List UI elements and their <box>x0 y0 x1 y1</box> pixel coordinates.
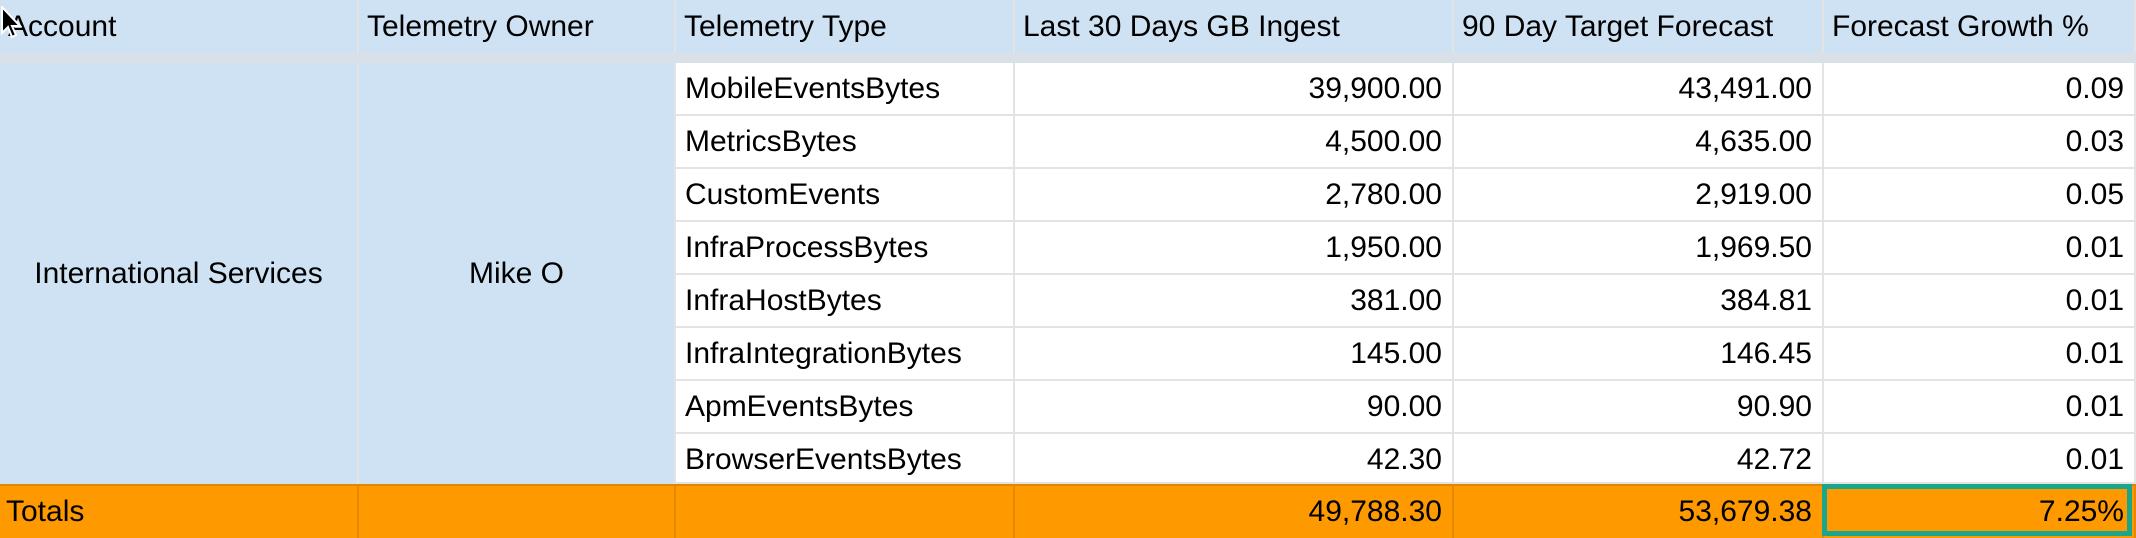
cell-growth[interactable]: 0.01 <box>1824 328 2136 381</box>
account-value: International Services <box>34 256 323 290</box>
header-forecast-growth[interactable]: Forecast Growth % <box>1824 0 2136 53</box>
cell-forecast[interactable]: 2,919.00 <box>1454 169 1824 222</box>
cell-telemetry-type[interactable]: BrowserEventsBytes <box>676 434 1015 484</box>
cell-ingest[interactable]: 39,900.00 <box>1015 63 1454 116</box>
header-telemetry-owner[interactable]: Telemetry Owner <box>359 0 676 53</box>
cell-telemetry-type[interactable]: MetricsBytes <box>676 116 1015 169</box>
cell-telemetry-type[interactable]: InfraHostBytes <box>676 275 1015 328</box>
cell-telemetry-type[interactable]: InfraProcessBytes <box>676 222 1015 275</box>
header-separator <box>0 53 2136 63</box>
cell-ingest[interactable]: 90.00 <box>1015 381 1454 434</box>
totals-label[interactable]: Totals <box>0 486 359 538</box>
cell-ingest[interactable]: 42.30 <box>1015 434 1454 484</box>
cell-growth[interactable]: 0.01 <box>1824 222 2136 275</box>
cell-ingest[interactable]: 4,500.00 <box>1015 116 1454 169</box>
totals-ingest[interactable]: 49,788.30 <box>1015 486 1454 538</box>
cell-growth[interactable]: 0.01 <box>1824 434 2136 484</box>
selected-cell-outline <box>1822 484 2132 536</box>
cell-growth[interactable]: 0.01 <box>1824 275 2136 328</box>
totals-row: Totals 49,788.30 53,679.38 7.25% <box>0 484 2136 538</box>
header-telemetry-type[interactable]: Telemetry Type <box>676 0 1015 53</box>
header-90-day-forecast[interactable]: 90 Day Target Forecast <box>1454 0 1824 53</box>
mouse-cursor-icon <box>1 6 22 39</box>
owner-value: Mike O <box>468 256 564 290</box>
cell-forecast[interactable]: 42.72 <box>1454 434 1824 484</box>
totals-growth[interactable]: 7.25% <box>1824 486 2136 538</box>
cell-telemetry-type[interactable]: InfraIntegrationBytes <box>676 328 1015 381</box>
cell-growth[interactable]: 0.05 <box>1824 169 2136 222</box>
cell-forecast[interactable]: 146.45 <box>1454 328 1824 381</box>
cell-ingest[interactable]: 381.00 <box>1015 275 1454 328</box>
totals-type-empty[interactable] <box>676 486 1015 538</box>
table-row: InfraHostBytes 381.00 384.81 0.01 <box>676 275 2136 328</box>
cell-forecast[interactable]: 1,969.50 <box>1454 222 1824 275</box>
cell-telemetry-type[interactable]: MobileEventsBytes <box>676 63 1015 116</box>
cell-forecast[interactable]: 43,491.00 <box>1454 63 1824 116</box>
cell-owner-merged[interactable]: Mike O <box>359 63 676 484</box>
cell-forecast[interactable]: 384.81 <box>1454 275 1824 328</box>
table-row: MetricsBytes 4,500.00 4,635.00 0.03 <box>676 116 2136 169</box>
header-last-30-days-ingest[interactable]: Last 30 Days GB Ingest <box>1015 0 1454 53</box>
cell-ingest[interactable]: 2,780.00 <box>1015 169 1454 222</box>
cell-telemetry-type[interactable]: CustomEvents <box>676 169 1015 222</box>
totals-forecast[interactable]: 53,679.38 <box>1454 486 1824 538</box>
totals-owner-empty[interactable] <box>359 486 676 538</box>
cell-ingest[interactable]: 1,950.00 <box>1015 222 1454 275</box>
cell-growth[interactable]: 0.01 <box>1824 381 2136 434</box>
cell-telemetry-type[interactable]: ApmEventsBytes <box>676 381 1015 434</box>
table-row: BrowserEventsBytes 42.30 42.72 0.01 <box>676 434 2136 484</box>
cell-forecast[interactable]: 4,635.00 <box>1454 116 1824 169</box>
table-row: InfraProcessBytes 1,950.00 1,969.50 0.01 <box>676 222 2136 275</box>
cell-growth[interactable]: 0.03 <box>1824 116 2136 169</box>
header-account[interactable]: Account <box>0 0 359 53</box>
table-row: CustomEvents 2,780.00 2,919.00 0.05 <box>676 169 2136 222</box>
table-row: InfraIntegrationBytes 145.00 146.45 0.01 <box>676 328 2136 381</box>
cell-ingest[interactable]: 145.00 <box>1015 328 1454 381</box>
cell-account-merged[interactable]: International Services <box>0 63 359 484</box>
table-row: MobileEventsBytes 39,900.00 43,491.00 0.… <box>676 63 2136 116</box>
cell-forecast[interactable]: 90.90 <box>1454 381 1824 434</box>
table-row: ApmEventsBytes 90.00 90.90 0.01 <box>676 381 2136 434</box>
cell-growth[interactable]: 0.09 <box>1824 63 2136 116</box>
